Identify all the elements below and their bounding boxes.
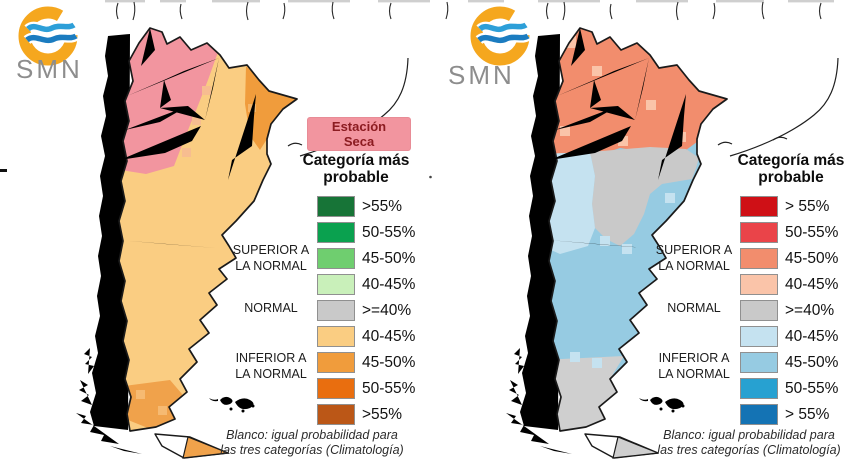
legend-label: >=40% bbox=[785, 302, 835, 319]
legend-swatch bbox=[740, 326, 778, 347]
region-below-normal-45-50-ne bbox=[245, 66, 297, 150]
legend-swatch-normal bbox=[740, 300, 778, 321]
legend-label: 50-55% bbox=[785, 380, 839, 397]
legend-swatch-below-55 bbox=[740, 404, 778, 425]
legend-label: >55% bbox=[362, 198, 403, 215]
legend-swatch-below-55 bbox=[317, 404, 355, 425]
legend-label: 50-55% bbox=[785, 224, 839, 241]
region-normal-center bbox=[590, 147, 699, 246]
region-below-normal-40-45-west bbox=[549, 152, 595, 254]
legend-swatch bbox=[740, 378, 778, 399]
legend-label: 40-45% bbox=[785, 328, 839, 345]
panel-precipitation: SMN Estación Seca bbox=[16, 6, 416, 459]
smn-logo-text: SMN bbox=[16, 54, 83, 84]
legend-label: 50-55% bbox=[362, 380, 416, 397]
argentina-map-precipitation bbox=[76, 27, 298, 459]
panel-temperature: SMN bbox=[430, 0, 860, 461]
legend-label: 40-45% bbox=[362, 328, 416, 345]
malvinas-islands-icon bbox=[209, 396, 255, 413]
legend-label: 45-50% bbox=[785, 250, 839, 267]
footnote: Blanco: igual probabilidad para las tres… bbox=[220, 428, 404, 457]
legend-swatch bbox=[740, 352, 778, 373]
group-label-above-normal: SUPERIOR A LA NORMAL bbox=[655, 243, 733, 273]
malvinas-islands-icon bbox=[639, 396, 685, 413]
legend-title: Categoría más probable bbox=[302, 152, 410, 186]
legend-label: 40-45% bbox=[785, 276, 839, 293]
dry-season-line2: Seca bbox=[343, 134, 375, 149]
group-label-normal: NORMAL bbox=[667, 301, 721, 315]
legend-swatch bbox=[317, 352, 355, 373]
group-label-below-normal: INFERIOR A LA NORMAL bbox=[658, 351, 730, 381]
group-label-above-normal: SUPERIOR A LA NORMAL bbox=[232, 243, 310, 273]
group-label-normal: NORMAL bbox=[244, 301, 298, 315]
legend-swatch bbox=[740, 222, 778, 243]
group-label-below-normal: INFERIOR A LA NORMAL bbox=[235, 351, 307, 381]
legend-label: >55% bbox=[362, 406, 403, 423]
dry-season-line1: Estación bbox=[331, 119, 387, 134]
legend-label: > 55% bbox=[785, 198, 830, 215]
legend-swatch bbox=[317, 274, 355, 295]
legend-swatch bbox=[740, 248, 778, 269]
argentina-map-temperature bbox=[506, 27, 728, 459]
dry-season-label: Estación Seca bbox=[307, 117, 411, 151]
smn-logo-text: SMN bbox=[448, 60, 515, 90]
legend-label: >=40% bbox=[362, 302, 412, 319]
legend-label: 45-50% bbox=[362, 250, 416, 267]
footnote: Blanco: igual probabilidad para las tres… bbox=[657, 428, 841, 457]
legend-label: 45-50% bbox=[785, 354, 839, 371]
legend-swatch bbox=[317, 222, 355, 243]
smn-logo-icon bbox=[470, 6, 531, 66]
legend-swatch bbox=[317, 248, 355, 269]
legend-label: 45-50% bbox=[362, 354, 416, 371]
legend-swatch-above-55 bbox=[317, 196, 355, 217]
legend-swatch bbox=[317, 378, 355, 399]
legend-swatch bbox=[740, 274, 778, 295]
region-normal-south bbox=[549, 356, 624, 431]
legend-swatch bbox=[317, 326, 355, 347]
legend-swatch-above-55 bbox=[740, 196, 778, 217]
legend-label: 50-55% bbox=[362, 224, 416, 241]
legend-title: Categoría más probable bbox=[737, 152, 845, 186]
legend-label: > 55% bbox=[785, 406, 830, 423]
legend-swatch-normal bbox=[317, 300, 355, 321]
smn-logo-icon bbox=[18, 6, 79, 66]
legend-label: 40-45% bbox=[362, 276, 416, 293]
